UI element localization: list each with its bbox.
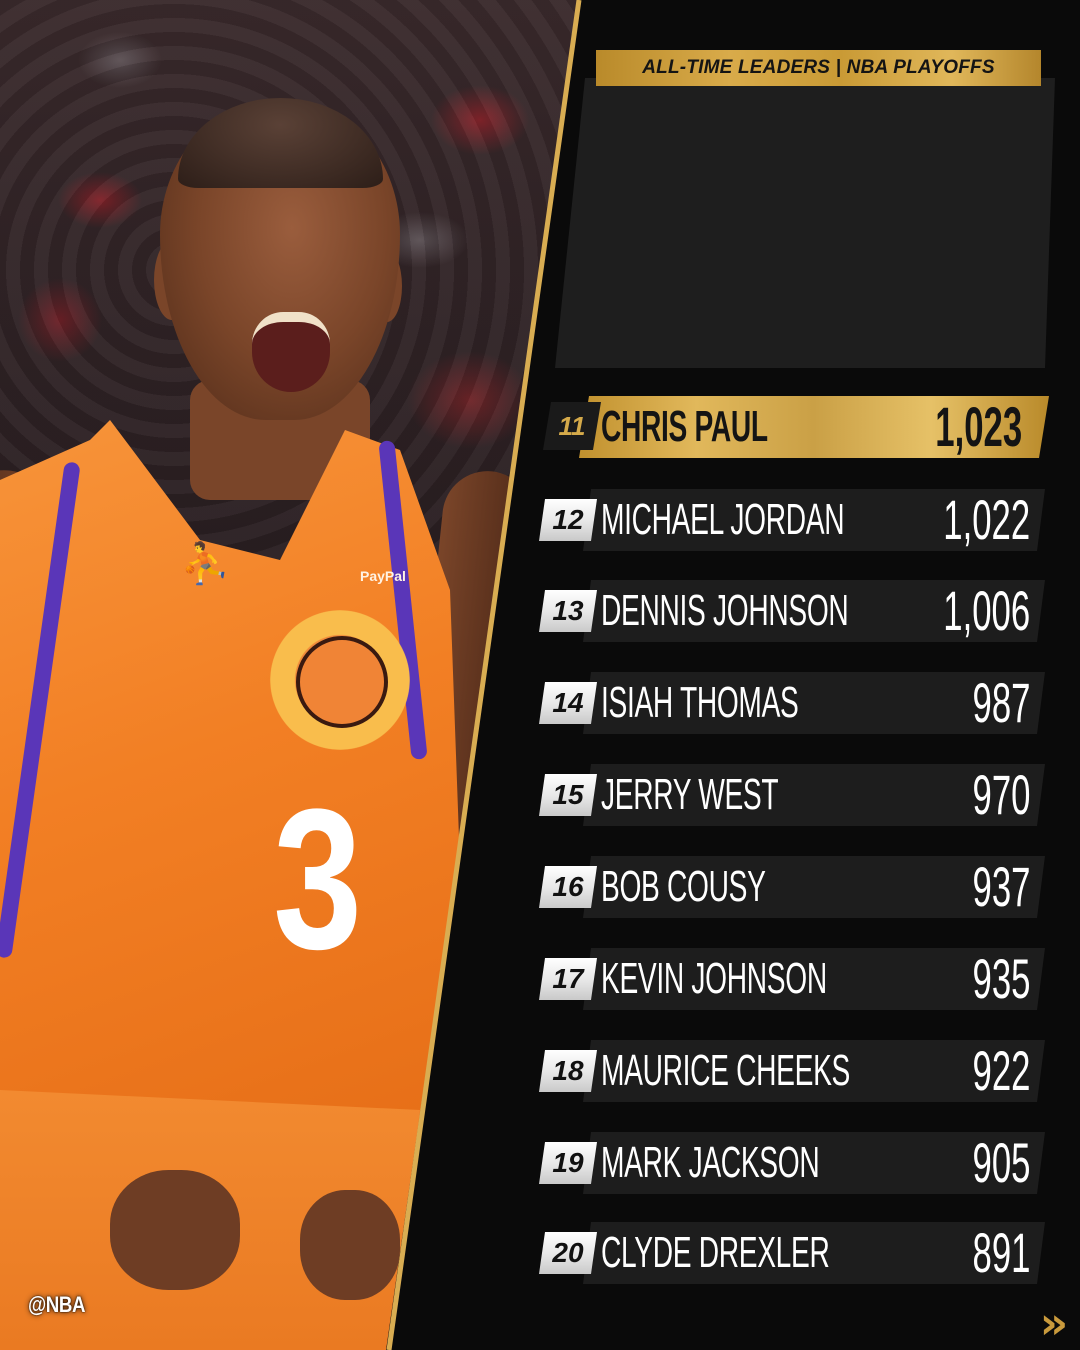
rank-badge: 16 xyxy=(539,866,597,908)
player-name: MARK JACKSON xyxy=(601,1138,820,1187)
title-line-1: TOTAL xyxy=(695,87,935,223)
row-bar xyxy=(583,948,1045,1010)
row-bar xyxy=(583,580,1045,642)
leaderboard-row: 19 MARK JACKSON 905 xyxy=(535,1132,1050,1194)
leaderboard-row: 13 DENNIS JOHNSON 1,006 xyxy=(535,580,1050,642)
jersey-sponsor: PayPal xyxy=(360,568,406,584)
leaderboard-row: 16 BOB COUSY 937 xyxy=(535,856,1050,918)
player-right-hand xyxy=(300,1190,400,1300)
nba-watermark: @NBA xyxy=(28,1292,86,1317)
title-line-2: ASSISTS xyxy=(681,206,997,343)
row-bar xyxy=(583,856,1045,918)
row-bar xyxy=(583,672,1045,734)
leaderboard-row: 15 JERRY WEST 970 xyxy=(535,764,1050,826)
assist-total: 1,022 xyxy=(943,488,1030,551)
leaderboard-row-highlight: 11 CHRIS PAUL 1,023 xyxy=(535,396,1050,464)
player-name: DENNIS JOHNSON xyxy=(601,586,849,635)
leaderboard-row: 17 KEVIN JOHNSON 935 xyxy=(535,948,1050,1010)
basketball-icon xyxy=(296,636,388,728)
leaderboard-row: 20 CLYDE DREXLER 891 xyxy=(535,1222,1050,1284)
rank-badge: 18 xyxy=(539,1050,597,1092)
leaderboard-row: 18 MAURICE CHEEKS 922 xyxy=(535,1040,1050,1102)
leaderboard-row: 14 ISIAH THOMAS 987 xyxy=(535,672,1050,734)
row-bar xyxy=(583,1040,1045,1102)
assist-total: 1,023 xyxy=(935,395,1022,458)
player-name: MAURICE CHEEKS xyxy=(601,1046,851,1095)
player-name: CLYDE DREXLER xyxy=(601,1228,830,1277)
leaderboard-row: 12 MICHAEL JORDAN 1,022 xyxy=(535,489,1050,551)
rank-badge: 14 xyxy=(539,682,597,724)
assist-total: 922 xyxy=(972,1039,1030,1102)
rank-badge: 20 xyxy=(539,1232,597,1274)
player-left-hand xyxy=(110,1170,240,1290)
player-name: ISIAH THOMAS xyxy=(601,678,799,727)
assist-total: 891 xyxy=(972,1221,1030,1284)
assist-total: 935 xyxy=(972,947,1030,1010)
row-bar xyxy=(583,1222,1045,1284)
player-name: JERRY WEST xyxy=(601,770,779,819)
jersey-number: 3 xyxy=(273,768,363,991)
row-bar xyxy=(583,489,1045,551)
assist-total: 987 xyxy=(972,671,1030,734)
player-name: KEVIN JOHNSON xyxy=(601,954,827,1003)
player-name: MICHAEL JORDAN xyxy=(601,495,845,544)
double-chevron-right-icon[interactable]: » xyxy=(1039,1298,1069,1349)
kicker-text: ALL-TIME LEADERS | NBA PLAYOFFS xyxy=(642,57,995,78)
page-title: TOTAL ASSISTS xyxy=(600,96,1030,335)
player-name: CHRIS PAUL xyxy=(601,402,768,451)
row-bar xyxy=(583,1132,1045,1194)
row-bar xyxy=(579,396,1049,458)
player-name: BOB COUSY xyxy=(601,862,766,911)
rank-badge: 15 xyxy=(539,774,597,816)
kicker-banner: ALL-TIME LEADERS | NBA PLAYOFFS xyxy=(596,50,1041,86)
row-bar xyxy=(583,764,1045,826)
player-mouth xyxy=(252,312,330,392)
rank-badge: 17 xyxy=(539,958,597,1000)
rank-badge: 19 xyxy=(539,1142,597,1184)
rank-badge: 13 xyxy=(539,590,597,632)
assist-total: 937 xyxy=(972,855,1030,918)
rank-badge: 11 xyxy=(543,402,601,450)
assist-total: 1,006 xyxy=(943,579,1030,642)
assist-total: 905 xyxy=(972,1131,1030,1194)
rank-badge: 12 xyxy=(539,499,597,541)
assist-total: 970 xyxy=(972,763,1030,826)
header-box xyxy=(555,78,1055,368)
jumpman-icon: ⛹ xyxy=(180,542,230,586)
